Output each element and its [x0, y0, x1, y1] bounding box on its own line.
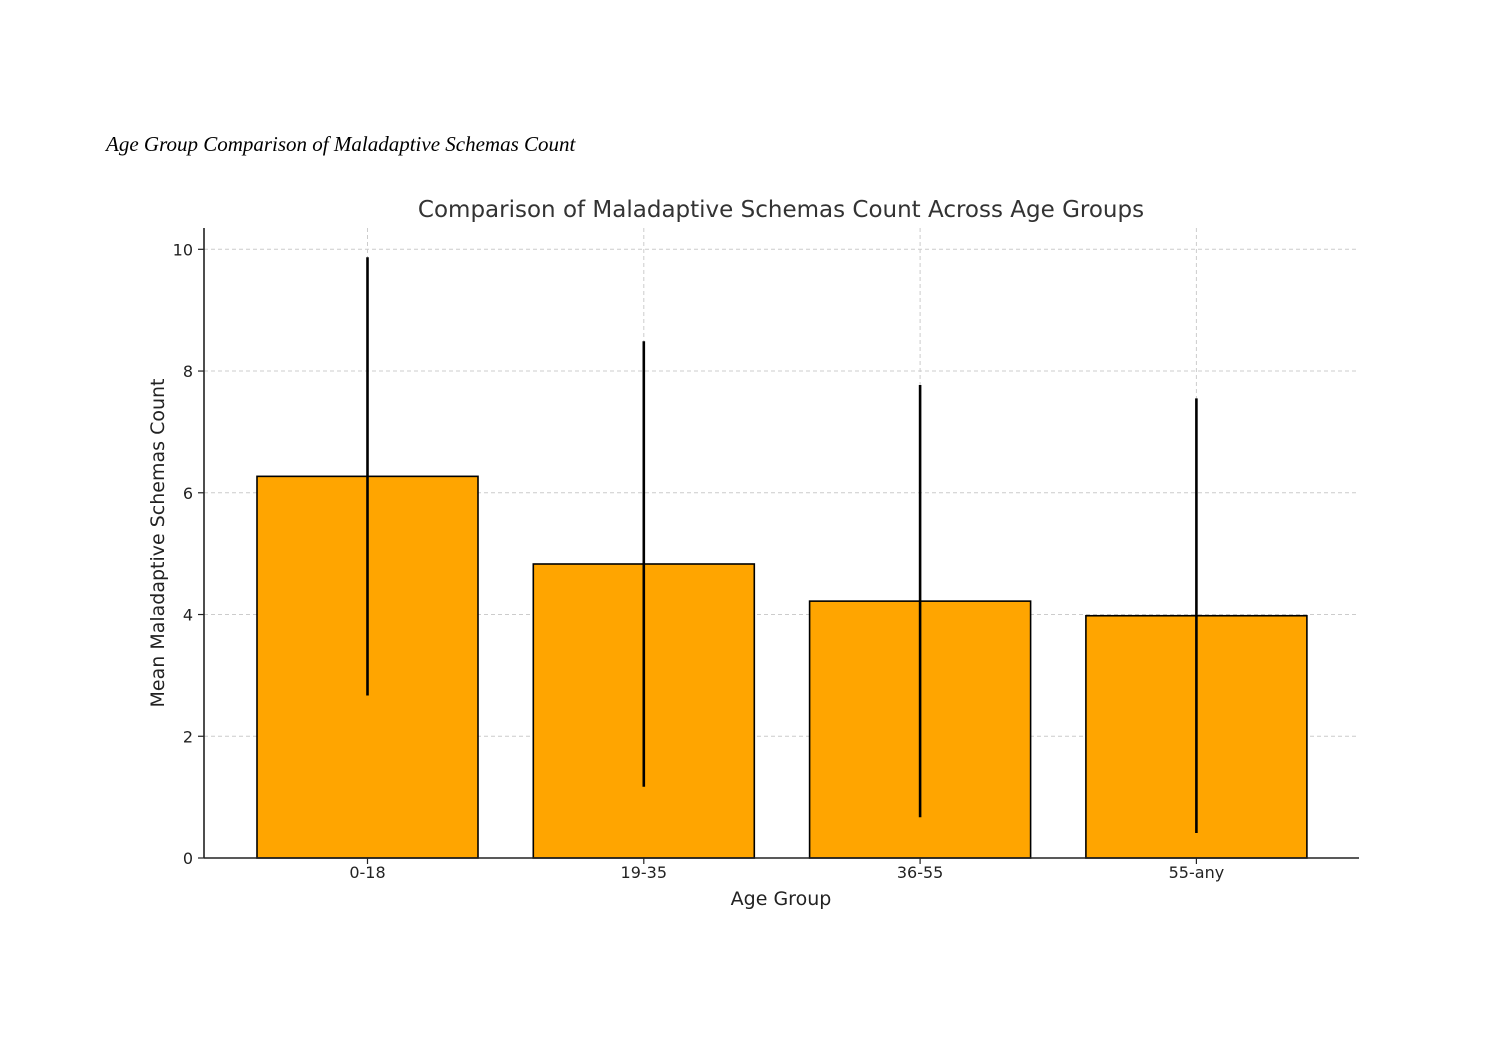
y-tick-label-6: 6: [183, 484, 193, 503]
x-tick-label-19-35: 19-35: [621, 863, 668, 882]
y-tick-label-8: 8: [183, 362, 193, 381]
y-axis-ticks: 0 2 4 6 8 10: [173, 240, 204, 868]
y-tick-label-4: 4: [183, 606, 193, 625]
error-bars: [366, 257, 1198, 834]
y-axis-label: Mean Maladaptive Schemas Count: [147, 379, 169, 708]
y-tick-label-10: 10: [173, 240, 193, 259]
y-tick-label-2: 2: [183, 727, 193, 746]
figure-caption: Age Group Comparison of Maladaptive Sche…: [106, 132, 576, 156]
axes: [203, 228, 1359, 859]
bars: [256, 475, 1308, 859]
y-tick-label-0: 0: [183, 849, 193, 868]
x-tick-label-36-55: 36-55: [897, 863, 944, 882]
x-axis-label: Age Group: [731, 888, 832, 910]
x-axis-ticks: 0-18 19-35 36-55 55-any: [349, 858, 1224, 882]
x-tick-label-0-18: 0-18: [349, 863, 385, 882]
chart-title: Comparison of Maladaptive Schemas Count …: [418, 197, 1144, 223]
x-tick-label-55-any: 55-any: [1169, 863, 1225, 882]
